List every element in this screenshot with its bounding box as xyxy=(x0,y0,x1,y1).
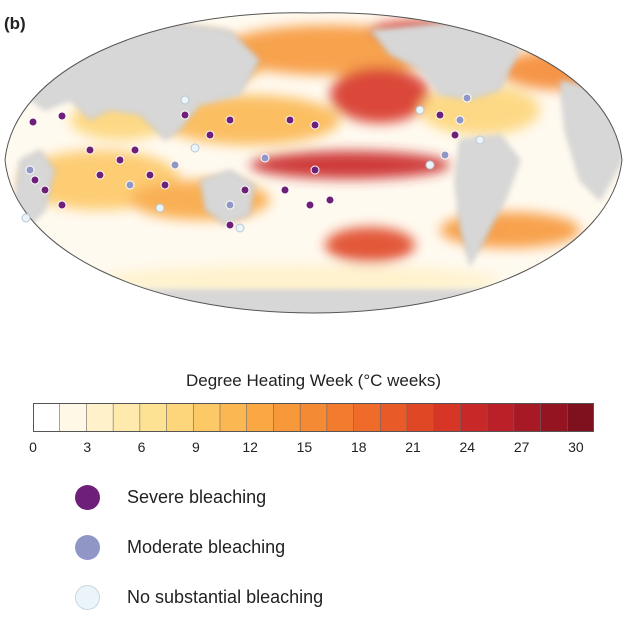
panel-label: (b) xyxy=(4,14,26,33)
colorbar-tick-label: 27 xyxy=(513,439,530,455)
colorbar-tick-label: 12 xyxy=(242,439,258,455)
colorbar-segment xyxy=(460,403,488,432)
legend-label: No substantial bleaching xyxy=(127,586,324,607)
moderate-bleaching-marker xyxy=(75,534,100,560)
colorbar-tick-label: 9 xyxy=(191,439,200,455)
colorbar-segment xyxy=(273,403,301,432)
colorbar-segment xyxy=(566,403,594,432)
no-bleaching-marker xyxy=(75,584,100,610)
colorbar-tick-label: 30 xyxy=(568,439,584,455)
severe-bleaching-marker xyxy=(75,484,100,510)
legend-label: Severe bleaching xyxy=(127,486,267,507)
colorbar-tick-label: 18 xyxy=(350,439,367,455)
colorbar-segment xyxy=(486,403,515,432)
colorbar-segment xyxy=(33,403,61,432)
colorbar-segment xyxy=(166,403,195,432)
colorbar-segment xyxy=(379,403,408,432)
legend-item-moderate: Moderate bleaching xyxy=(75,532,285,562)
colorbar-tick-label: 3 xyxy=(83,439,92,455)
colorbar-segment xyxy=(112,403,141,432)
colorbar-segment xyxy=(219,403,248,432)
colorbar-segment xyxy=(139,403,168,432)
colorbar-segment xyxy=(513,403,542,432)
legend-item-severe: Severe bleaching xyxy=(75,482,266,512)
colorbar-segment xyxy=(246,403,275,432)
colorbar xyxy=(33,403,594,432)
colorbar-segment xyxy=(86,403,114,432)
colorbar-tick-label: 6 xyxy=(137,439,146,455)
legend-label: Moderate bleaching xyxy=(127,536,286,557)
colorbar-segment xyxy=(192,403,221,432)
colorbar-segment xyxy=(299,403,328,432)
legend-item-none: No substantial bleaching xyxy=(75,582,323,612)
world-map xyxy=(4,12,623,314)
colorbar-title: Degree Heating Week (°C weeks) xyxy=(186,371,441,390)
colorbar-segment xyxy=(326,403,355,432)
colorbar-segment xyxy=(59,403,88,432)
colorbar-segment xyxy=(406,403,435,432)
colorbar-tick-label: 24 xyxy=(459,439,476,455)
colorbar-segment xyxy=(433,403,462,432)
colorbar-tick-label: 21 xyxy=(405,439,421,455)
colorbar-tick-label: 15 xyxy=(296,439,313,455)
colorbar-segment xyxy=(540,403,569,432)
colorbar-segment xyxy=(353,403,382,432)
colorbar-tick-label: 0 xyxy=(29,439,37,455)
